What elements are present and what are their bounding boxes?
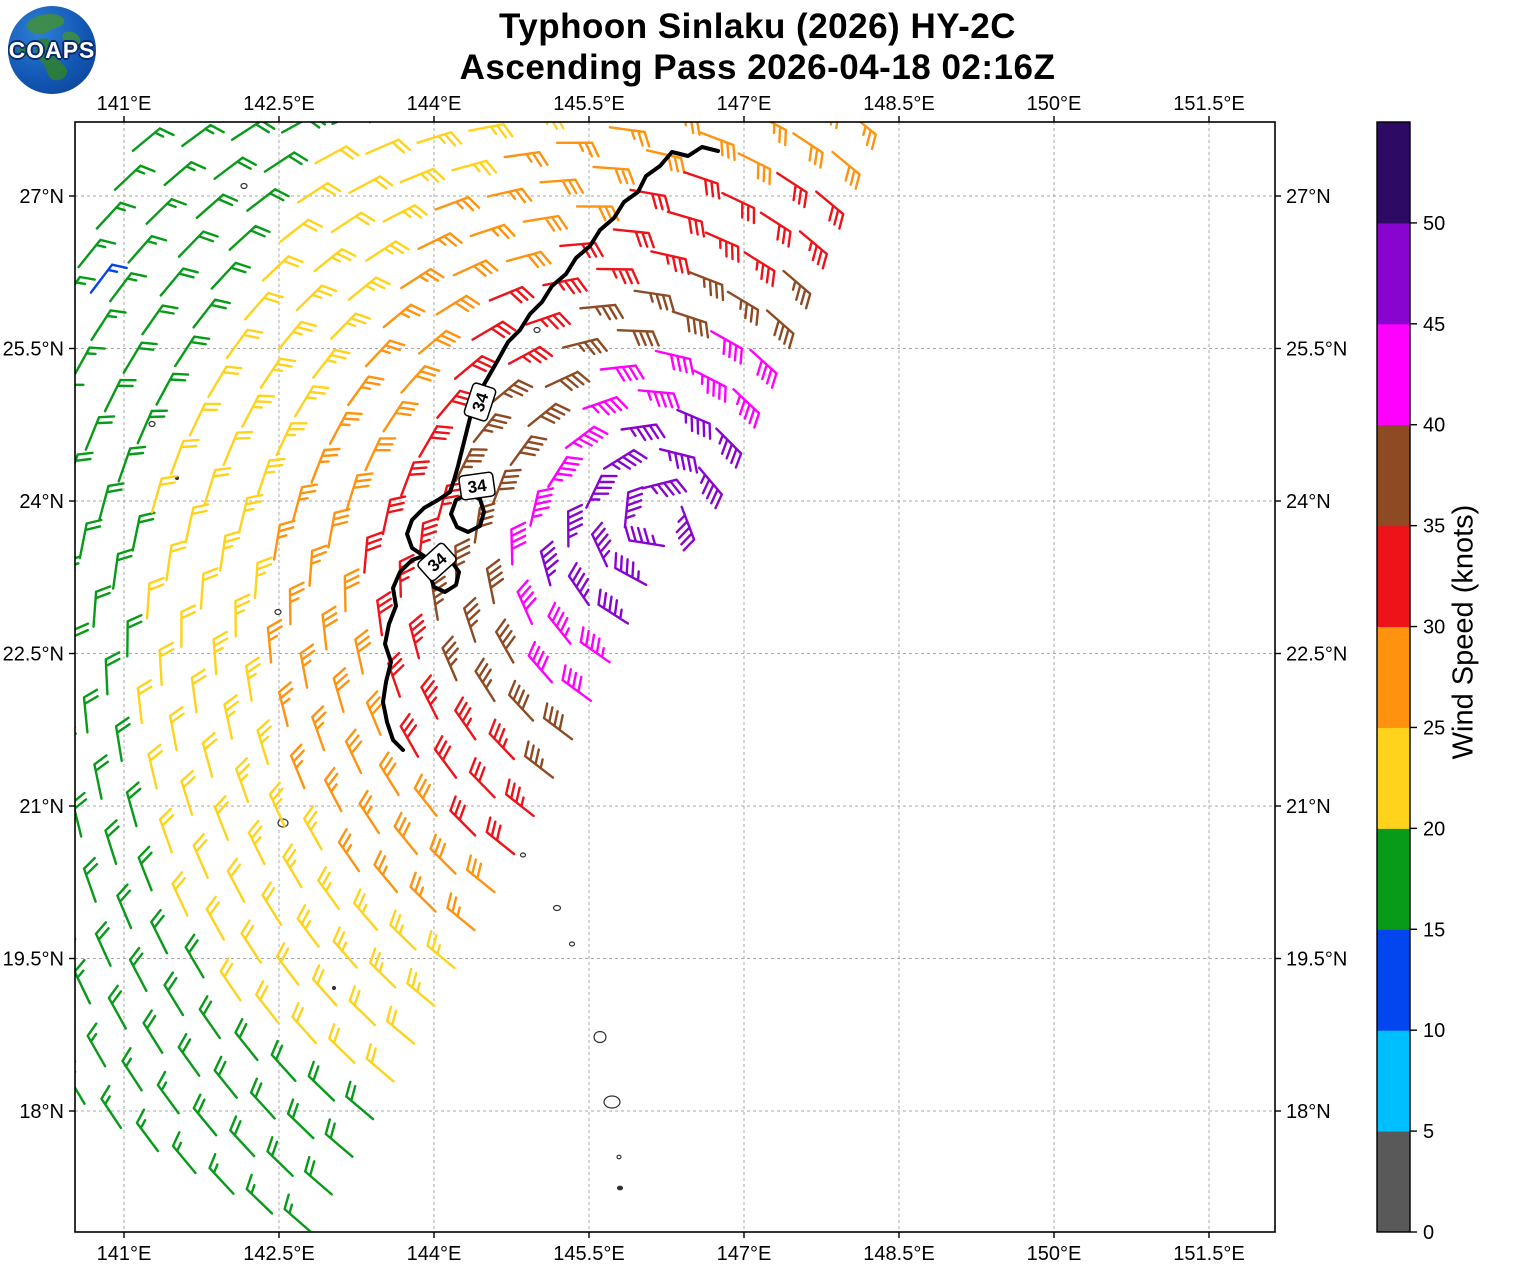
y-tick-right: 24°N (1286, 491, 1331, 513)
x-tick-top: 151.5°E (1173, 93, 1244, 115)
coaps-logo-text: COAPS (8, 36, 96, 63)
x-tick-bottom: 151.5°E (1173, 1243, 1244, 1264)
x-tick-bottom: 145.5°E (553, 1243, 624, 1264)
x-tick-top: 148.5°E (863, 93, 934, 115)
colorbar-tick: 15 (1423, 919, 1445, 941)
wind-barbs (75, 122, 877, 1232)
colorbar-title-wrap: Wind Speed (knots) (1444, 0, 1484, 1264)
x-tick-bottom: 150°E (1027, 1243, 1082, 1264)
contour-label-text: 34 (466, 476, 488, 498)
colorbar-tick-labels: 0 5 10 15 20 25 30 35 40 45 50 (1423, 213, 1445, 1244)
contour-34kt (381, 145, 720, 752)
colorbar-tick: 10 (1423, 1020, 1445, 1042)
y-tick-left: 18°N (19, 1101, 64, 1123)
x-tick-bottom: 147°E (717, 1243, 772, 1264)
y-tick-right: 22.5°N (1286, 644, 1347, 666)
colorbar-tick: 25 (1423, 717, 1445, 739)
colorbar (1376, 121, 1417, 1233)
x-tick-bottom: 148.5°E (863, 1243, 934, 1264)
axis-ticks (69, 116, 1281, 1238)
plot-border (74, 121, 1276, 1233)
y-tick-left: 19.5°N (3, 949, 64, 971)
x-tick-top: 147°E (717, 93, 772, 115)
y-tick-left: 27°N (19, 186, 64, 208)
colorbar-title: Wind Speed (knots) (1447, 504, 1480, 760)
coaps-logo: COAPS (8, 6, 96, 94)
y-tick-right: 25.5°N (1286, 339, 1347, 361)
y-tick-right: 27°N (1286, 186, 1331, 208)
colorbar-tick: 35 (1423, 516, 1445, 538)
x-tick-top: 144°E (407, 93, 462, 115)
colorbar-tick: 40 (1423, 415, 1445, 437)
y-tick-left: 24°N (19, 491, 64, 513)
island-outlines (148, 182, 624, 1191)
y-tick-right: 21°N (1286, 796, 1331, 818)
y-tick-right: 18°N (1286, 1101, 1331, 1123)
y-tick-left: 22.5°N (3, 644, 64, 666)
plot-titles: Typhoon Sinlaku (2026) HY-2C Ascending P… (75, 6, 1440, 88)
colorbar-tick: 50 (1423, 213, 1445, 235)
x-tick-top: 150°E (1027, 93, 1082, 115)
y-tick-left: 25.5°N (3, 339, 64, 361)
plot-subtitle: Ascending Pass 2026-04-18 02:16Z (459, 48, 1056, 87)
x-tick-top: 141°E (97, 93, 152, 115)
globe-icon (18, 14, 81, 81)
contour-label-34: 34 (417, 542, 457, 582)
y-tick-left: 21°N (19, 796, 64, 818)
colorbar-tick: 30 (1423, 617, 1445, 639)
colorbar-tick: 0 (1423, 1222, 1434, 1244)
contour-label-34: 34 (458, 471, 496, 501)
plot-title: Typhoon Sinlaku (2026) HY-2C (498, 7, 1017, 46)
colorbar-tick: 5 (1423, 1121, 1434, 1143)
axis-tick-labels: 141°E 141°E 142.5°E 142.5°E 144°E 144°E 145.5°… (3, 93, 1348, 1264)
grid-lines (75, 122, 1275, 1232)
contour-label-34: 34 (463, 382, 497, 422)
y-tick-right: 19.5°N (1286, 949, 1347, 971)
colorbar-tick: 45 (1423, 314, 1445, 336)
x-tick-bottom: 142.5°E (243, 1243, 314, 1264)
colorbar-tick: 20 (1423, 818, 1445, 840)
x-tick-bottom: 141°E (97, 1243, 152, 1264)
x-tick-top: 142.5°E (243, 93, 314, 115)
x-tick-bottom: 144°E (407, 1243, 462, 1264)
x-tick-top: 145.5°E (553, 93, 624, 115)
